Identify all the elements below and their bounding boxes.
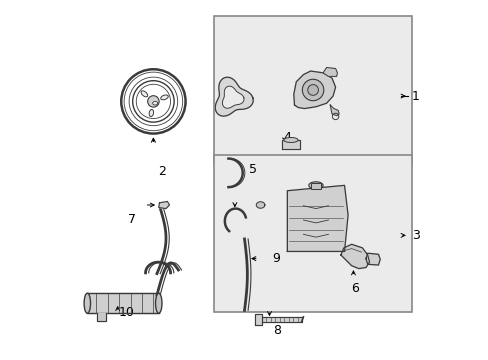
Polygon shape [282, 140, 299, 149]
Text: 1: 1 [411, 90, 419, 103]
Polygon shape [365, 253, 380, 265]
Text: 7: 7 [128, 213, 136, 226]
Polygon shape [87, 293, 159, 313]
Text: 5: 5 [249, 163, 257, 176]
Ellipse shape [152, 102, 157, 105]
Circle shape [302, 79, 323, 101]
Ellipse shape [149, 109, 153, 117]
Polygon shape [262, 317, 301, 322]
Bar [214, 16, 411, 164]
Text: 10: 10 [119, 306, 134, 319]
Polygon shape [222, 86, 244, 108]
Polygon shape [287, 185, 347, 251]
Polygon shape [256, 202, 264, 208]
Circle shape [147, 96, 159, 107]
Polygon shape [340, 244, 369, 269]
Ellipse shape [283, 138, 298, 143]
Polygon shape [323, 67, 337, 76]
Polygon shape [97, 313, 106, 321]
Polygon shape [215, 77, 253, 116]
Ellipse shape [141, 91, 147, 97]
Polygon shape [293, 71, 335, 109]
Text: 2: 2 [158, 165, 166, 177]
Text: 6: 6 [350, 283, 359, 296]
Text: 4: 4 [283, 131, 291, 144]
Polygon shape [159, 202, 169, 208]
Polygon shape [255, 314, 262, 325]
Bar [310, 183, 321, 189]
Ellipse shape [84, 293, 90, 313]
Text: 8: 8 [272, 324, 280, 337]
Circle shape [307, 85, 318, 95]
Polygon shape [329, 105, 339, 116]
Ellipse shape [155, 293, 162, 313]
Bar [214, 155, 411, 312]
Text: 3: 3 [411, 229, 419, 242]
Text: 9: 9 [272, 252, 280, 265]
Ellipse shape [308, 182, 323, 189]
Ellipse shape [161, 95, 168, 100]
